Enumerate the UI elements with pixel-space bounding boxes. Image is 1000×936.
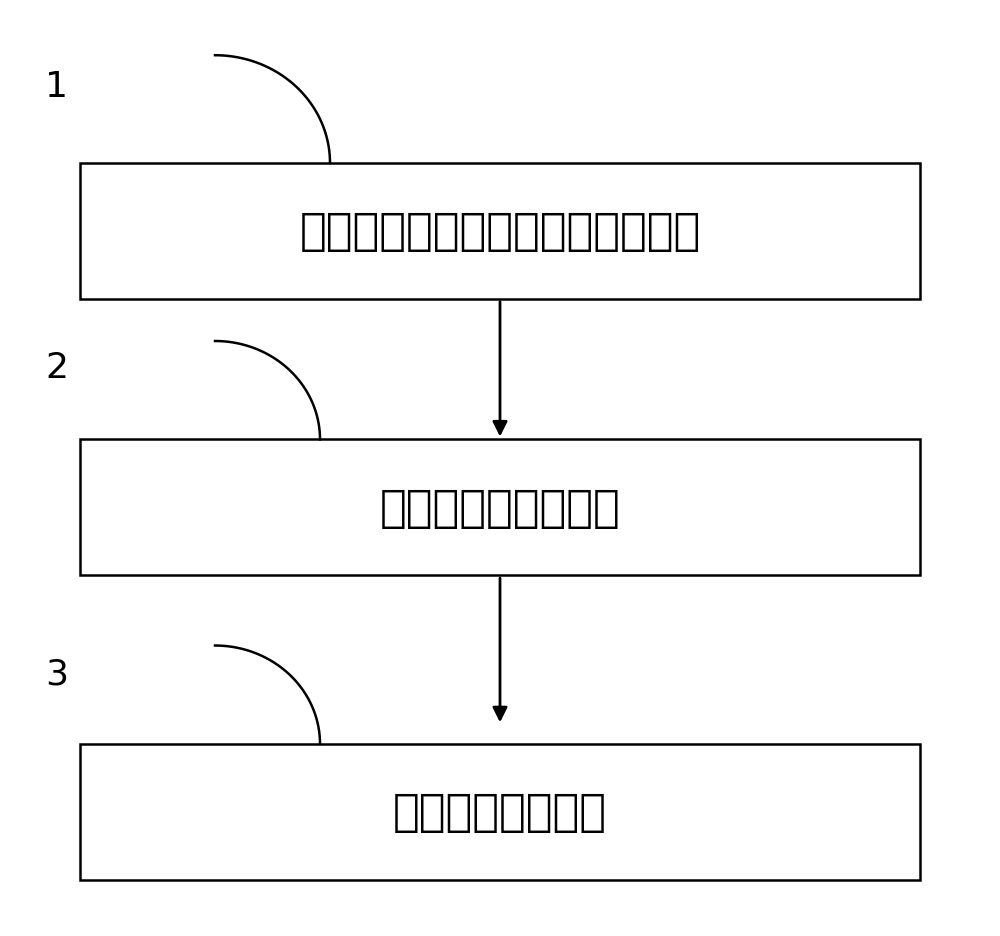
Text: 2: 2 bbox=[45, 351, 68, 385]
Bar bbox=[80, 164, 920, 300]
Text: 3: 3 bbox=[45, 657, 68, 691]
Text: 1: 1 bbox=[45, 70, 68, 104]
Text: 动车组制动系统状态空间模型建立: 动车组制动系统状态空间模型建立 bbox=[299, 211, 701, 253]
Bar bbox=[80, 744, 920, 880]
Bar bbox=[80, 440, 920, 576]
Text: 故障检测策略设计: 故障检测策略设计 bbox=[393, 791, 607, 833]
Text: 鲁棒残差生成器设计: 鲁棒残差生成器设计 bbox=[380, 487, 620, 529]
